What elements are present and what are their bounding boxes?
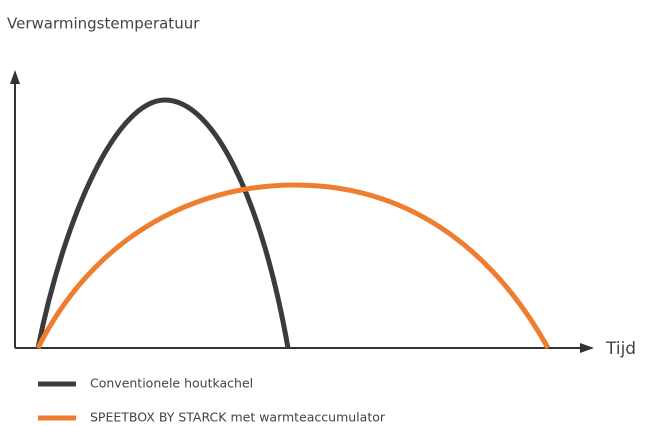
curve	[35, 182, 551, 350]
x-axis-arrow	[580, 343, 594, 353]
y-axis-arrow	[10, 70, 20, 84]
x-axis-label: Tijd	[605, 339, 636, 359]
legend-label: SPEETBOX BY STARCK met warmteaccumulator	[90, 410, 386, 425]
legend-label: Conventionele houtkachel	[90, 376, 253, 391]
title: Verwarmingstemperatuur	[7, 15, 200, 33]
curve	[35, 97, 291, 349]
